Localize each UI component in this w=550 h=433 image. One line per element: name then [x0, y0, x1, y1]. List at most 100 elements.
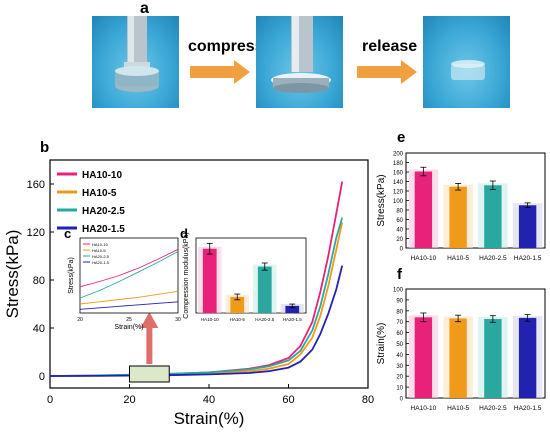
y-axis-label-f: Strain(%) — [376, 323, 387, 365]
y-tick-label-b: 40 — [33, 323, 45, 335]
arrow-release-icon — [357, 60, 417, 84]
bar-HA20-1.5 — [518, 317, 537, 398]
panel-label-f: f — [397, 266, 403, 283]
category-label-HA20-2.5: HA20-2.5 — [255, 317, 275, 322]
photo-after-release — [423, 16, 510, 108]
category-label-HA20-1.5: HA20-1.5 — [514, 255, 542, 262]
legend-label-HA10-10: HA10-10 — [82, 170, 122, 181]
category-label-HA20-2.5: HA20-2.5 — [479, 405, 507, 412]
y-tick-label-f: 100 — [393, 288, 404, 294]
zoom-region-box — [129, 365, 170, 383]
y-axis-label-b: Stress(kPa) — [3, 230, 22, 319]
y-tick-label-e: 60 — [396, 218, 403, 224]
y-tick-label-e: 0 — [400, 247, 404, 253]
category-label-HA10-5: HA10-5 — [447, 255, 469, 262]
category-label-HA10-10: HA10-10 — [411, 255, 437, 262]
bar-HA20-2.5 — [257, 266, 272, 313]
y-tick-label-b: 120 — [27, 227, 45, 239]
x-axis-label-c: Strain(%) — [114, 324, 143, 331]
category-label-HA10-5: HA10-5 — [447, 405, 469, 412]
plot-frame-c — [79, 237, 179, 314]
category-label-HA10-5: HA10-5 — [230, 317, 246, 322]
x-tick-label-b: 60 — [282, 394, 294, 406]
legend-label-HA20-1.5: HA20-1.5 — [82, 224, 125, 235]
x-tick-label-b: 0 — [47, 394, 53, 406]
arrow-compress-icon — [190, 60, 250, 84]
photo-during-compression — [256, 16, 343, 108]
chart-e: HA10-10 HA10-5 HA20-2.5 HA20-1.5 0 20 40 60 80 10… — [376, 152, 546, 262]
photo-before-compression — [92, 16, 179, 108]
y-tick-label-f: 60 — [396, 331, 403, 337]
chart-b: b 0 20 40 60 80 0 40 80 120 160 Strain(%) Stress(kPa… — [3, 139, 374, 428]
compress-label: compress — [188, 38, 264, 55]
category-label-HA10-10: HA10-10 — [411, 405, 437, 412]
release-label: release — [362, 38, 418, 55]
category-label-HA10-10: HA10-10 — [201, 317, 219, 322]
x-axis-label-b: Strain(%) — [174, 409, 245, 428]
chart-f: HA10-10 HA10-5 HA20-2.5 HA20-1.5 0 10 20 30 40 50… — [376, 288, 546, 412]
legend-label-c-HA20-1.5: HA20-1.5 — [92, 260, 110, 265]
y-tick-label-e: 80 — [396, 209, 403, 215]
legend-label-HA20-2.5: HA20-2.5 — [82, 206, 125, 217]
panel-label-b: b — [40, 139, 49, 156]
bar-HA10-10 — [414, 171, 433, 248]
legend-label-c-HA10-5: HA10-5 — [92, 248, 106, 253]
bar-HA10-5 — [449, 186, 467, 248]
y-tick-label-f: 90 — [396, 298, 403, 304]
panel-label-d: d — [180, 226, 188, 241]
y-tick-label-e: 20 — [396, 237, 403, 243]
y-tick-label-e: 200 — [393, 152, 404, 158]
bar-HA10-5 — [449, 318, 467, 398]
zoom-arrow-icon — [140, 312, 159, 364]
y-axis-label-d: Compression modulus(kPa) — [183, 232, 190, 318]
y-tick-label-e: 40 — [396, 228, 403, 234]
y-tick-label-e: 140 — [393, 180, 404, 186]
bar-HA10-10 — [414, 317, 433, 398]
y-axis-label-c: Stress(kPa) — [68, 257, 75, 294]
panel-label-a: a — [140, 0, 149, 17]
bar-HA20-1.5 — [285, 305, 300, 313]
bar-HA20-1.5 — [518, 205, 537, 248]
legend-label-HA10-5: HA10-5 — [82, 188, 117, 199]
y-tick-label-f: 80 — [396, 309, 403, 315]
bar-HA20-2.5 — [484, 185, 502, 248]
x-tick-label-c: 30 — [175, 317, 181, 323]
series-line-c-HA20-2.5 — [79, 251, 179, 299]
category-label-HA20-1.5: HA20-1.5 — [283, 317, 303, 322]
y-tick-label-f: 50 — [396, 342, 403, 348]
y-tick-label-b: 160 — [27, 179, 45, 191]
y-tick-label-f: 30 — [396, 364, 403, 370]
y-axis-label-e: Stress(kPa) — [376, 174, 387, 226]
panel-label-e: e — [397, 129, 405, 146]
x-tick-label-c: 25 — [126, 317, 132, 323]
bar-HA10-10 — [202, 248, 217, 313]
y-tick-label-b: 0 — [39, 371, 45, 383]
y-tick-label-b: 80 — [33, 275, 45, 287]
y-tick-label-e: 160 — [393, 171, 404, 177]
y-tick-label-e: 100 — [393, 199, 404, 205]
bar-HA10-5 — [230, 296, 245, 313]
series-line-c-HA10-5 — [79, 290, 179, 305]
x-tick-label-c: 20 — [77, 317, 83, 323]
series-line-c-HA20-1.5 — [79, 301, 179, 310]
y-tick-label-e: 120 — [393, 190, 404, 196]
y-tick-label-f: 20 — [396, 375, 403, 381]
y-tick-label-e: 180 — [393, 161, 404, 167]
chart-d: HA10-10 HA10-5 HA20-2.5 HA20-1.5 Compression… — [183, 232, 307, 322]
category-label-HA20-1.5: HA20-1.5 — [514, 405, 542, 412]
x-tick-label-b: 80 — [362, 394, 374, 406]
y-tick-label-f: 70 — [396, 320, 403, 326]
legend-label-c-HA10-10: HA10-10 — [92, 242, 109, 247]
chart-c: c 20 25 30 Strain(%) Stress(kPa) HA10-10HA10-5… — [64, 226, 181, 331]
category-label-HA20-2.5: HA20-2.5 — [479, 255, 507, 262]
series-line-c-HA10-10 — [79, 248, 179, 288]
bar-HA20-2.5 — [484, 318, 502, 398]
y-tick-label-f: 0 — [400, 397, 404, 403]
y-tick-label-f: 10 — [396, 386, 403, 392]
panel-label-c: c — [64, 226, 71, 241]
legend-label-c-HA20-2.5: HA20-2.5 — [92, 254, 110, 259]
y-tick-label-f: 40 — [396, 353, 403, 359]
x-tick-label-b: 40 — [203, 394, 215, 406]
x-tick-label-b: 20 — [123, 394, 135, 406]
